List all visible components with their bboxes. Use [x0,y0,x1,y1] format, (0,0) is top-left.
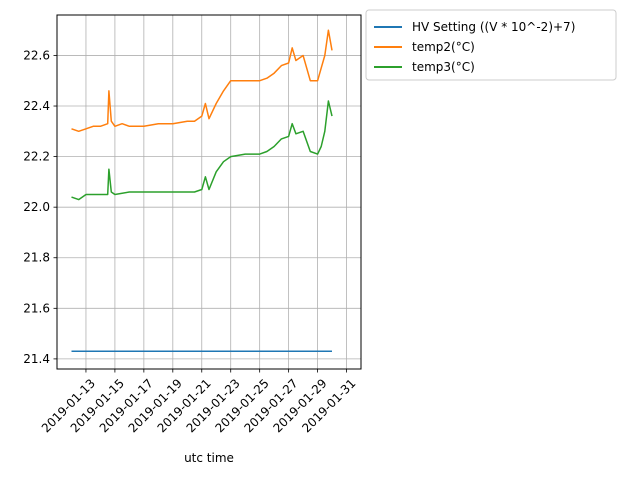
y-tick-label: 22.2 [23,150,50,164]
y-tick-label: 22.0 [23,200,50,214]
series-layer [71,29,333,353]
series-line-3 [71,100,333,201]
y-tick-label: 22.6 [23,48,50,62]
grid-lines [57,15,361,369]
x-axis-label: utc time [184,451,234,465]
y-tick-label: 21.4 [23,352,50,366]
y-axis-ticks: 21.4 21.6 21.8 22.0 22.2 22.4 22.6 [23,48,57,366]
y-tick-label: 21.8 [23,251,50,265]
x-axis-ticks: 2019-01-132019-01-152019-01-172019-01-19… [39,369,359,435]
series-line-2 [71,29,333,133]
legend-entry: temp3(°C) [412,60,475,74]
plot-frame [56,14,362,370]
legend: HV Setting ((V * 10^-2)+7) temp2(°C) temp3… [365,9,617,81]
legend-box [365,9,617,81]
y-tick-label: 22.4 [23,99,50,113]
legend-entry: HV Setting ((V * 10^-2)+7) [412,20,575,34]
legend-entry: temp2(°C) [412,40,475,54]
y-tick-label: 21.6 [23,301,50,315]
